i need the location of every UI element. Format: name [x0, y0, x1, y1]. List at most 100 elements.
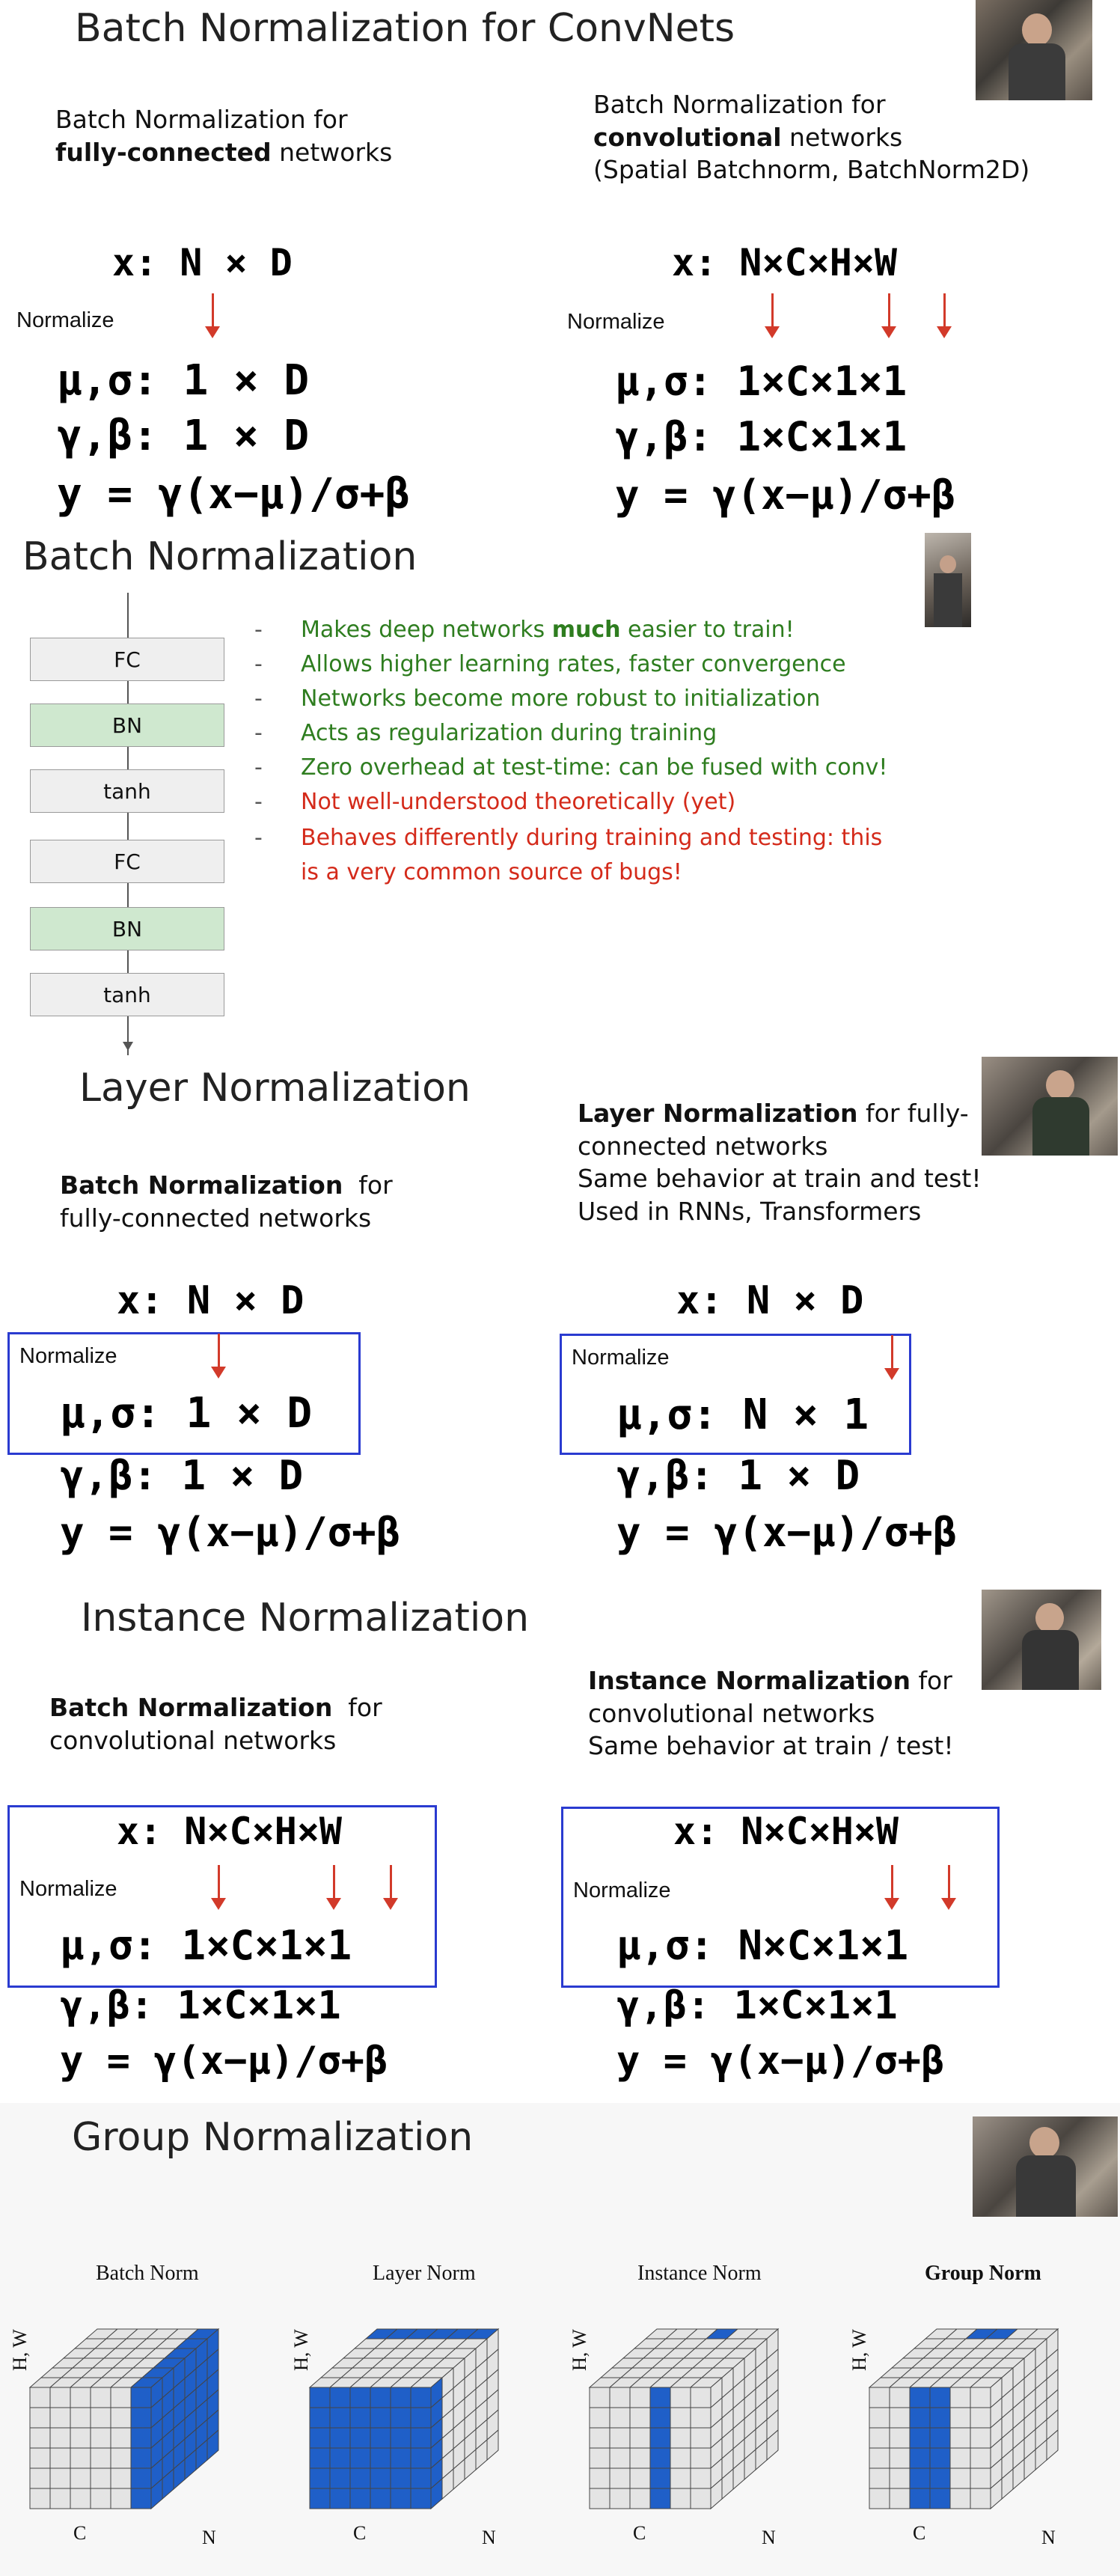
cube-front-cell	[349, 2427, 371, 2449]
cube-front-cell	[609, 2488, 631, 2509]
cube-front-cell	[70, 2387, 91, 2408]
cube-front-cell	[929, 2387, 951, 2408]
cube-label-instance-norm: Instance Norm	[637, 2262, 762, 2285]
cube-front-cell	[349, 2488, 371, 2509]
cube-front-cell	[970, 2447, 991, 2469]
left-x-shape: x: N×C×H×W	[117, 1810, 343, 1853]
cube-front-cell	[690, 2427, 712, 2449]
cube-front-cell	[970, 2467, 991, 2489]
cube-front-cell	[29, 2427, 51, 2449]
right-heading-bold: convolutional	[593, 122, 782, 152]
left-normalize-label: Normalize	[19, 1344, 117, 1368]
axis-n-4: N	[1041, 2527, 1056, 2548]
right-x-shape: x: N×C×H×W	[673, 1810, 899, 1853]
left-heading-rest: for	[332, 1693, 382, 1722]
cube-front-cell	[130, 2387, 152, 2408]
cube-front-cell	[649, 2387, 671, 2408]
left-heading-rest: networks	[271, 137, 393, 167]
left-heading-line2: convolutional networks	[49, 1725, 337, 1755]
cube-front-cell	[49, 2387, 71, 2408]
slide-title: Layer Normalization	[79, 1066, 471, 1111]
cube-front-cell	[90, 2427, 111, 2449]
cube-side-cell	[486, 2429, 499, 2461]
left-y-formula: y = γ(x−μ)/σ+β	[60, 2039, 388, 2084]
layer-fc-1: FC	[30, 638, 224, 681]
cube-front-cell	[889, 2407, 911, 2429]
cube-front-cell	[329, 2467, 351, 2489]
cube-front-cell	[869, 2467, 890, 2489]
right-heading-line1: Batch Normalization for	[593, 90, 886, 119]
cube-front-cell	[410, 2488, 432, 2509]
cube-front-cell	[649, 2427, 671, 2449]
cube-front-cell	[649, 2488, 671, 2509]
cube-label-group-norm: Group Norm	[925, 2262, 1041, 2285]
cube-front-cell	[589, 2467, 611, 2489]
cube-front-cell	[690, 2488, 712, 2509]
cube-front-cell	[929, 2407, 951, 2429]
axis-n-3: N	[762, 2527, 776, 2548]
cube-front-cell	[390, 2488, 411, 2509]
cube-front-cell	[110, 2467, 132, 2489]
cube-front-cell	[49, 2488, 71, 2509]
cube-front-cell	[690, 2387, 712, 2408]
right-x-shape: x: N × D	[676, 1278, 864, 1323]
cube-front-cell	[29, 2387, 51, 2408]
right-y-formula: y = γ(x−μ)/σ+β	[615, 471, 956, 519]
cube-front-cell	[70, 2427, 91, 2449]
cube-front-cell	[869, 2488, 890, 2509]
cube-front-cell	[90, 2447, 111, 2469]
cube-front-cell	[309, 2447, 331, 2469]
cube-front-cell	[90, 2407, 111, 2429]
cube-front-cell	[370, 2447, 391, 2469]
cube-front-cell	[670, 2467, 691, 2489]
cube-front-cell	[410, 2387, 432, 2408]
cube-front-cell	[410, 2407, 432, 2429]
slide-title: Instance Normalization	[81, 1596, 530, 1640]
left-mu-sigma: μ,σ: 1 × D	[57, 356, 310, 405]
cube-front-cell	[889, 2427, 911, 2449]
axis-hw-1: H, W	[9, 2329, 31, 2371]
cube-front-cell	[70, 2488, 91, 2509]
cube-front-cell	[690, 2447, 712, 2469]
cube-front-cell	[970, 2387, 991, 2408]
right-heading-bold: Layer Normalization	[578, 1099, 858, 1128]
layer-tanh-1: tanh	[30, 769, 224, 813]
cube-front-cell	[90, 2488, 111, 2509]
cube-front-cell	[29, 2407, 51, 2429]
cube-front-cell	[629, 2407, 651, 2429]
cube-front-cell	[869, 2427, 890, 2449]
cube-front-cell	[909, 2427, 931, 2449]
cube-front-cell	[589, 2427, 611, 2449]
cube-front-cell	[130, 2447, 152, 2469]
cube-front-cell	[370, 2427, 391, 2449]
cube-front-cell	[929, 2427, 951, 2449]
speaker-video-thumbnail	[982, 1590, 1101, 1690]
slide-layer-norm: Layer Normalization Batch Normalization …	[0, 1055, 1120, 1579]
cube-front-cell	[670, 2427, 691, 2449]
cube-label-batch-norm: Batch Norm	[96, 2262, 199, 2285]
cube-front-cell	[29, 2467, 51, 2489]
cube-label-layer-norm: Layer Norm	[373, 2262, 476, 2285]
cube-front-cell	[970, 2407, 991, 2429]
left-heading: Batch Normalization for convolutional ne…	[49, 1691, 498, 1756]
cube-front-cell	[130, 2467, 152, 2489]
left-gamma-beta: γ,β: 1×C×1×1	[60, 1983, 341, 2028]
cube-front-cell	[649, 2407, 671, 2429]
cube-front-cell	[390, 2427, 411, 2449]
cube-front-cell	[909, 2488, 931, 2509]
cube-front-cell	[329, 2488, 351, 2509]
cube-front-cell	[889, 2467, 911, 2489]
cube-front-cell	[649, 2447, 671, 2469]
cube-front-cell	[329, 2387, 351, 2408]
cube-front-cell	[309, 2488, 331, 2509]
cube-front-cell	[110, 2407, 132, 2429]
cube-front-cell	[629, 2447, 651, 2469]
right-heading-line4: Used in RNNs, Transformers	[578, 1196, 922, 1226]
cube-front-cell	[309, 2387, 331, 2408]
speaker-video-thumbnail	[925, 533, 971, 627]
cube-front-cell	[690, 2467, 712, 2489]
slide-bn-convnets: Batch Normalization for ConvNets Batch N…	[0, 0, 1120, 533]
right-normalize-box	[560, 1334, 911, 1455]
left-heading-line2: fully-connected networks	[60, 1203, 372, 1233]
right-mu-sigma: μ,σ: N × 1	[616, 1391, 869, 1439]
